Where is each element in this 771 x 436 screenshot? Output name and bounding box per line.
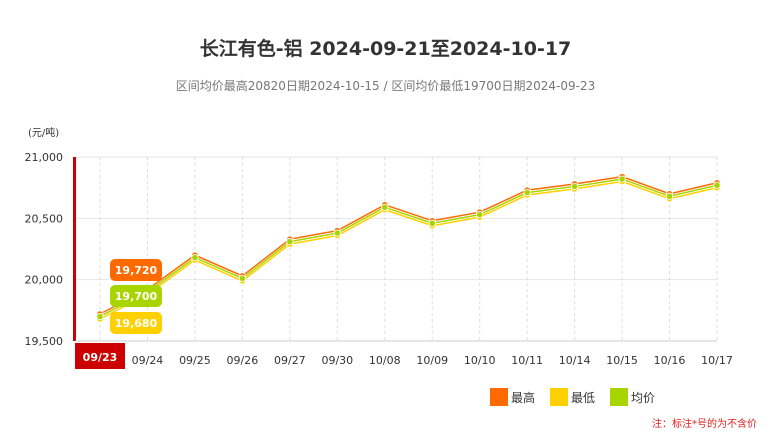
legend-label-low: 最低 <box>571 390 596 405</box>
legend-item-avg[interactable]: 均价 <box>610 388 670 406</box>
x-tick-label: 10/08 <box>369 354 401 367</box>
series-line-2 <box>99 178 718 318</box>
y-tick-label: 20,000 <box>25 274 64 287</box>
y-axis-highlight-bar <box>73 157 76 341</box>
chart-legend: 最高 最低 均价 <box>490 388 670 406</box>
data-point[interactable] <box>238 274 246 283</box>
tooltip-box <box>110 285 162 307</box>
x-tick-label: 10/11 <box>511 354 543 367</box>
x-tick-label: 09/26 <box>227 354 259 367</box>
chart-title: 长江有色-铝 2024-09-21至2024-10-17 <box>199 38 572 60</box>
y-axis-unit-label: (元/吨) <box>28 126 59 139</box>
data-point[interactable] <box>571 182 579 191</box>
y-tick-label: 20,500 <box>25 212 64 225</box>
data-point[interactable] <box>96 312 104 321</box>
series-line-1 <box>99 180 718 320</box>
x-tick-label: 09/24 <box>132 354 164 367</box>
legend-swatch-high <box>490 388 508 406</box>
tooltip-box <box>110 259 162 281</box>
legend-label-high: 最高 <box>511 390 536 405</box>
x-tick-highlight-box <box>75 343 125 369</box>
x-tick-label: 10/17 <box>701 354 733 367</box>
footnote: 注：标注*号的为不含价 <box>652 419 757 430</box>
data-point[interactable] <box>191 253 199 262</box>
x-tick-label: 10/15 <box>606 354 638 367</box>
tooltip-box <box>110 312 162 334</box>
legend-swatch-avg <box>610 388 628 406</box>
legend-item-high[interactable]: 最高 <box>490 388 550 406</box>
data-point[interactable] <box>381 203 389 211</box>
tooltip-value-label: 19,680 <box>115 317 158 330</box>
x-tick-label: 10/16 <box>654 354 686 367</box>
x-tick-label: 09/27 <box>274 354 306 367</box>
x-tick-label: 09/30 <box>321 354 353 367</box>
tooltip-value-label: 19,720 <box>115 264 158 277</box>
x-tick-label: 10/10 <box>464 354 496 367</box>
legend-label-avg: 均价 <box>631 390 656 405</box>
legend-item-low[interactable]: 最低 <box>550 388 610 406</box>
legend-swatch-low <box>550 388 568 406</box>
x-tick-label: 09/25 <box>179 354 211 367</box>
data-point[interactable] <box>523 188 531 197</box>
series-line-0 <box>99 175 718 315</box>
data-point[interactable] <box>333 229 341 237</box>
data-point[interactable] <box>286 238 294 246</box>
tooltip-value-label: 19,700 <box>115 290 158 303</box>
x-tick-label: 10/14 <box>559 354 591 367</box>
y-tick-label: 19,500 <box>25 335 64 348</box>
data-point[interactable] <box>618 175 626 183</box>
data-point[interactable] <box>665 192 674 200</box>
data-point[interactable] <box>428 219 436 227</box>
chart-subtitle: 区间均价最高20820日期2024-10-15 / 区间均价最低19700日期2… <box>175 79 596 93</box>
x-tick-label: 10/09 <box>416 354 448 367</box>
y-tick-label: 21,000 <box>25 151 64 164</box>
x-tick-label-highlight: 09/23 <box>83 351 118 364</box>
data-point[interactable] <box>713 181 721 189</box>
data-point[interactable] <box>476 211 484 219</box>
